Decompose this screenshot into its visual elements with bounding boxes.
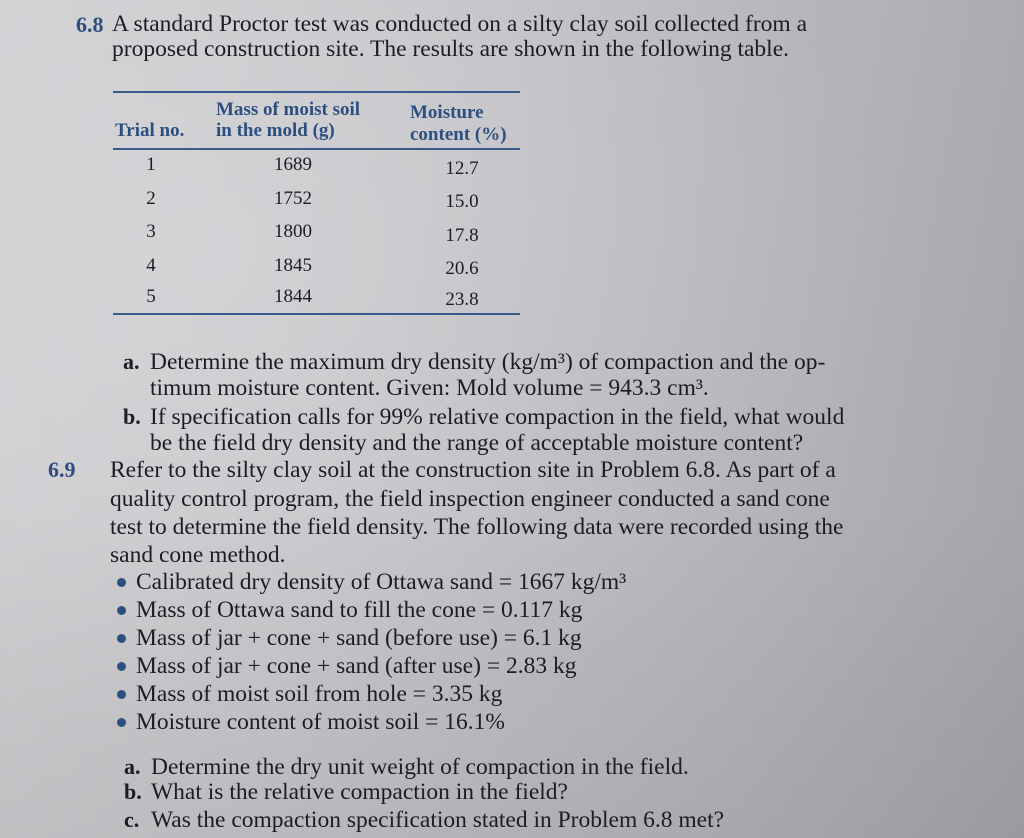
table-cell: 17.8 (445, 225, 479, 246)
problem-text: Refer to the silty clay soil at the cons… (110, 457, 836, 483)
bullet-icon (117, 662, 126, 671)
bullet-item: Calibrated dry density of Ottawa sand = … (136, 569, 627, 595)
problem-text: proposed construction site. The results … (112, 36, 790, 62)
problem-text: quality control program, the field inspe… (110, 486, 830, 512)
table-cell: 23.8 (445, 289, 479, 310)
part-label: a. (124, 754, 141, 779)
table-cell: 1 (146, 154, 156, 175)
table-header: Moisture (410, 102, 484, 123)
bullet-item: Moisture content of moist soil = 16.1% (136, 709, 505, 735)
bullet-icon (117, 578, 126, 587)
table-cell: 12.7 (445, 158, 479, 179)
part-text: Was the compaction specification stated … (151, 807, 725, 833)
table-header: in the mold (g) (216, 120, 335, 141)
table-cell: 1752 (274, 188, 312, 209)
bullet-icon (117, 634, 126, 643)
bullet-icon (117, 718, 126, 727)
bullet-icon (117, 690, 126, 699)
bullet-item: Mass of jar + cone + sand (before use) =… (136, 625, 582, 651)
table-cell: 1844 (274, 286, 312, 307)
part-label: c. (124, 807, 140, 832)
table-rule (113, 313, 520, 315)
table-cell: 5 (146, 286, 156, 307)
part-text: timum moisture content. Given: Mold volu… (150, 375, 709, 401)
table-header: Mass of moist soil (216, 99, 361, 120)
table-rule (113, 148, 520, 150)
table-cell: 20.6 (445, 258, 479, 279)
problem-text: A standard Proctor test was conducted on… (112, 11, 808, 37)
bullet-item: Mass of Ottawa sand to fill the cone = 0… (136, 597, 583, 623)
part-text: be the field dry density and the range o… (150, 430, 804, 456)
bullet-item: Mass of moist soil from hole = 3.35 kg (136, 681, 503, 707)
table-cell: 15.0 (445, 191, 479, 212)
part-label: b. (124, 779, 142, 804)
table-cell: 2 (146, 188, 156, 209)
part-text: Determine the dry unit weight of compact… (151, 754, 689, 780)
problem-text: test to determine the field density. The… (110, 514, 844, 540)
table-header: Trial no. (115, 120, 185, 141)
bullet-icon (117, 606, 126, 615)
part-label: b. (123, 404, 141, 429)
table-cell: 1800 (274, 221, 312, 242)
part-text: If specification calls for 99% relative … (150, 404, 845, 430)
problem-number: 6.8 (76, 12, 104, 37)
table-cell: 3 (146, 221, 156, 242)
problem-number: 6.9 (48, 457, 76, 482)
table-header: content (%) (410, 124, 507, 145)
table-cell: 1845 (274, 255, 312, 276)
table-rule (113, 91, 520, 93)
part-text: What is the relative compaction in the f… (151, 779, 568, 805)
problem-text: sand cone method. (110, 542, 286, 568)
part-text: Determine the maximum dry density (kg/m³… (150, 349, 826, 375)
table-cell: 1689 (274, 154, 312, 175)
table-cell: 4 (146, 255, 156, 276)
bullet-item: Mass of jar + cone + sand (after use) = … (136, 653, 577, 679)
part-label: a. (123, 349, 140, 374)
